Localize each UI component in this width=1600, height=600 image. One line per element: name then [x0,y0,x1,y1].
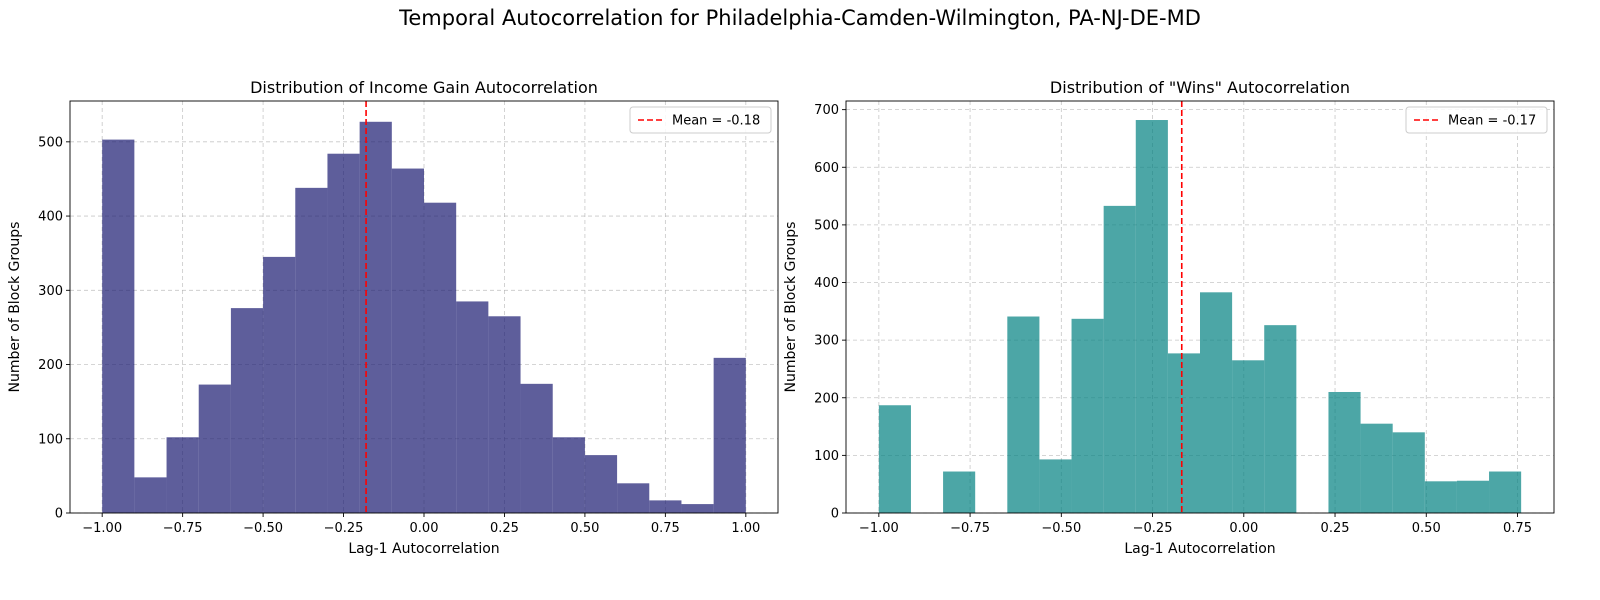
income-y-tick-label: 500 [38,135,63,150]
wins-axes-frame [845,100,1555,514]
wins-histogram-bar [1424,481,1457,513]
income-x-tick-label: −0.50 [243,521,283,536]
income-x-axis-label: Lag-1 Autocorrelation [348,541,499,557]
wins-x-tick-label: −0.50 [1041,521,1081,536]
income-x-tick-label: 0.00 [410,521,439,536]
wins-histogram-bar [1200,292,1233,513]
income-histogram-bar [584,455,618,513]
wins-histogram-bar [943,471,976,513]
income-histogram-bar [552,437,585,513]
income-histogram-bar [456,301,489,513]
income-x-tick-label: 1.00 [731,521,760,536]
income-y-tick-label: 0 [55,507,63,522]
wins-histogram-bar [1489,471,1522,513]
income-x-tick-label: 0.50 [570,521,599,536]
wins-histogram-bar [1392,432,1425,513]
wins-y-tick-label: 700 [814,103,839,118]
wins-legend-label: Mean = -0.17 [1448,114,1536,129]
income-histogram-bar [424,202,457,513]
income-legend-label: Mean = -0.18 [672,114,760,129]
wins-x-tick-label: 0.25 [1321,521,1350,536]
income-histogram-bar [520,383,553,513]
wins-legend-box [1405,106,1548,134]
wins-histogram-bar [1232,360,1265,513]
income-x-tick-label: −1.00 [82,521,122,536]
income-histogram-bar [102,139,135,513]
income-legend-box [629,106,772,134]
income-histogram-bar [359,121,392,513]
wins-x-tick-label: 0.75 [1503,521,1532,536]
income-y-axis-label: Number of Block Groups [7,222,23,393]
wins-y-tick-label: 100 [814,449,839,464]
wins-histogram-bar [1103,205,1136,513]
income-x-tick-label: 0.25 [490,521,519,536]
income-panel-title: Distribution of Income Gain Autocorrelat… [250,78,598,97]
income-histogram-bar [617,483,650,513]
wins-x-tick-label: 0.50 [1412,521,1441,536]
income-histogram-bar [263,256,296,513]
wins-histogram-bar [1167,353,1200,513]
wins-histogram-bar [1135,120,1168,513]
wins-histogram-bar [1264,325,1297,513]
income-histogram-bar [327,153,360,513]
income-histogram-bar [488,316,521,513]
wins-y-tick-label: 500 [814,218,839,233]
income-histogram-bar [681,504,714,513]
wins-y-tick-label: 600 [814,161,839,176]
wins-histogram-bar [1007,316,1040,513]
wins-histogram-bar [1456,480,1490,513]
wins-panel-title: Distribution of "Wins" Autocorrelation [1050,78,1350,97]
income-y-tick-label: 100 [38,432,63,447]
wins-y-tick-label: 400 [814,276,839,291]
income-gain-histogram-panel: −1.00 −0.75 −0.50 −0.25 0.00 0.25 0.50 0.75 1.00… [7,78,779,557]
income-histogram-bar [198,384,231,513]
wins-x-tick-label: −0.25 [1133,521,1173,536]
wins-histogram-bar [1039,459,1072,513]
income-x-tick-label: −0.75 [163,521,203,536]
income-y-tick-label: 200 [38,358,63,373]
wins-histogram-bar [1328,391,1361,513]
income-x-tick-label: 0.75 [651,521,680,536]
income-histogram-bar [230,308,264,513]
wins-histogram-bar [878,405,911,513]
income-x-tick-label: −0.25 [324,521,364,536]
income-histogram-bar [295,187,328,513]
income-histogram-bar [649,500,682,513]
income-histogram-bar [713,357,746,513]
income-histogram-bar [391,168,424,513]
wins-x-axis-label: Lag-1 Autocorrelation [1124,541,1275,557]
wins-x-tick-label: 0.00 [1229,521,1258,536]
income-y-tick-label: 400 [38,210,63,225]
wins-y-tick-label: 200 [814,391,839,406]
wins-y-axis-label: Number of Block Groups [783,222,799,393]
wins-histogram-panel: −1.00 −0.75 −0.50 −0.25 0.00 0.25 0.50 0.75 0 100… [783,78,1555,557]
income-histogram-bar [166,437,199,513]
wins-x-tick-label: −0.75 [950,521,990,536]
wins-histogram-bar [1360,423,1393,513]
income-y-tick-label: 300 [38,284,63,299]
income-histogram-bar [134,477,167,513]
wins-y-tick-label: 300 [814,334,839,349]
wins-x-tick-label: −1.00 [859,521,899,536]
wins-y-tick-label: 0 [831,507,839,522]
figure-title: Temporal Autocorrelation for Philadelphi… [399,6,1201,30]
wins-histogram-bar [1071,318,1104,513]
